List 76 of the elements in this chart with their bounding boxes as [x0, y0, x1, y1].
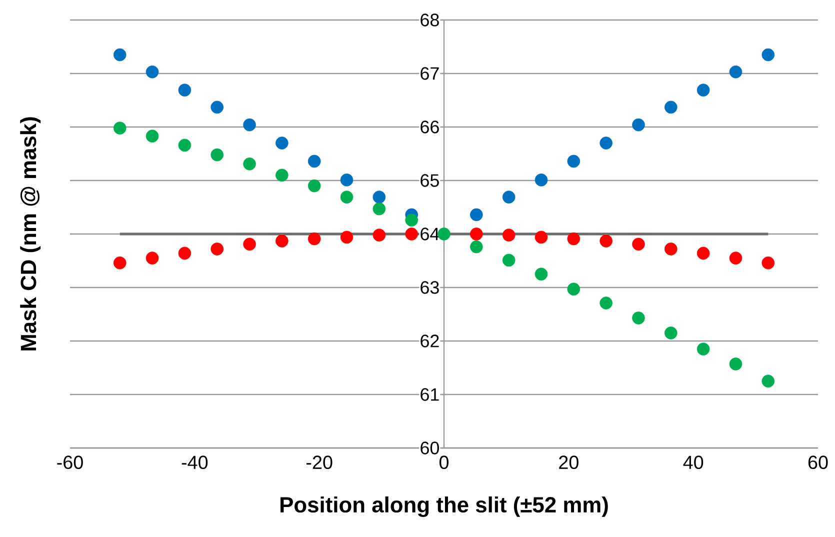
point: [113, 122, 126, 134]
point: [567, 232, 580, 246]
point: [113, 256, 126, 270]
point: [146, 130, 159, 142]
point: [470, 208, 483, 222]
point: [762, 48, 775, 62]
point: [308, 179, 321, 192]
point: [372, 202, 386, 216]
point: [146, 65, 159, 78]
y-tick-label: 61: [420, 388, 439, 401]
point: [308, 232, 321, 246]
point: [502, 228, 516, 242]
x-tick-label: -20: [306, 456, 332, 470]
point: [534, 174, 548, 186]
x-tick-label: 40: [683, 456, 704, 470]
point: [146, 252, 159, 264]
point: [470, 240, 483, 254]
point: [696, 342, 710, 356]
point: [243, 158, 256, 170]
point: [340, 230, 354, 244]
point: [696, 84, 710, 96]
point: [502, 254, 516, 267]
point: [664, 242, 678, 256]
point: [276, 234, 288, 248]
point: [178, 138, 192, 152]
point: [178, 84, 192, 96]
point: [600, 296, 612, 310]
point: [308, 154, 321, 168]
point: [632, 238, 645, 251]
point: [632, 312, 645, 324]
y-axis-title: Mask CD (nm @ mask): [20, 117, 41, 350]
point: [502, 190, 516, 204]
point: [340, 190, 354, 204]
point: [534, 230, 548, 244]
x-axis-title: Position along the slit (±52 mm): [280, 496, 608, 517]
point: [276, 136, 288, 150]
y-tick-label: 66: [420, 120, 439, 134]
point: [600, 234, 612, 248]
point: [178, 246, 192, 260]
point: [210, 148, 224, 162]
point: [243, 118, 256, 132]
point: [664, 100, 678, 114]
x-tick-label: 20: [559, 456, 578, 470]
x-tick-label: 0: [439, 456, 449, 470]
point: [113, 48, 126, 62]
point: [567, 282, 580, 296]
point: [470, 228, 483, 240]
y-tick-label: 65: [420, 174, 439, 187]
point: [243, 238, 256, 251]
y-tick-label: 63: [420, 281, 439, 294]
point: [664, 326, 678, 340]
point: [567, 154, 580, 168]
x-tick-label: -40: [182, 456, 208, 470]
point: [729, 252, 742, 264]
point: [696, 246, 710, 260]
point: [729, 65, 742, 78]
point: [340, 174, 354, 186]
y-tick-label: 60: [420, 442, 439, 454]
point: [729, 358, 742, 370]
x-tick-label: 60: [808, 456, 828, 470]
point: [372, 190, 386, 204]
point: [405, 214, 418, 226]
point: [600, 136, 612, 150]
point: [405, 228, 418, 240]
y-tick-label: 68: [420, 14, 439, 26]
y-tick-label: 62: [420, 334, 439, 348]
point: [372, 228, 386, 242]
y-tick-label: 67: [420, 67, 439, 80]
point: [276, 168, 288, 182]
point: [210, 100, 224, 114]
point: [762, 256, 775, 270]
point: [632, 118, 645, 132]
point: [762, 374, 775, 388]
point: [210, 242, 224, 256]
x-tick-label: -60: [57, 456, 83, 470]
point: [534, 268, 548, 281]
